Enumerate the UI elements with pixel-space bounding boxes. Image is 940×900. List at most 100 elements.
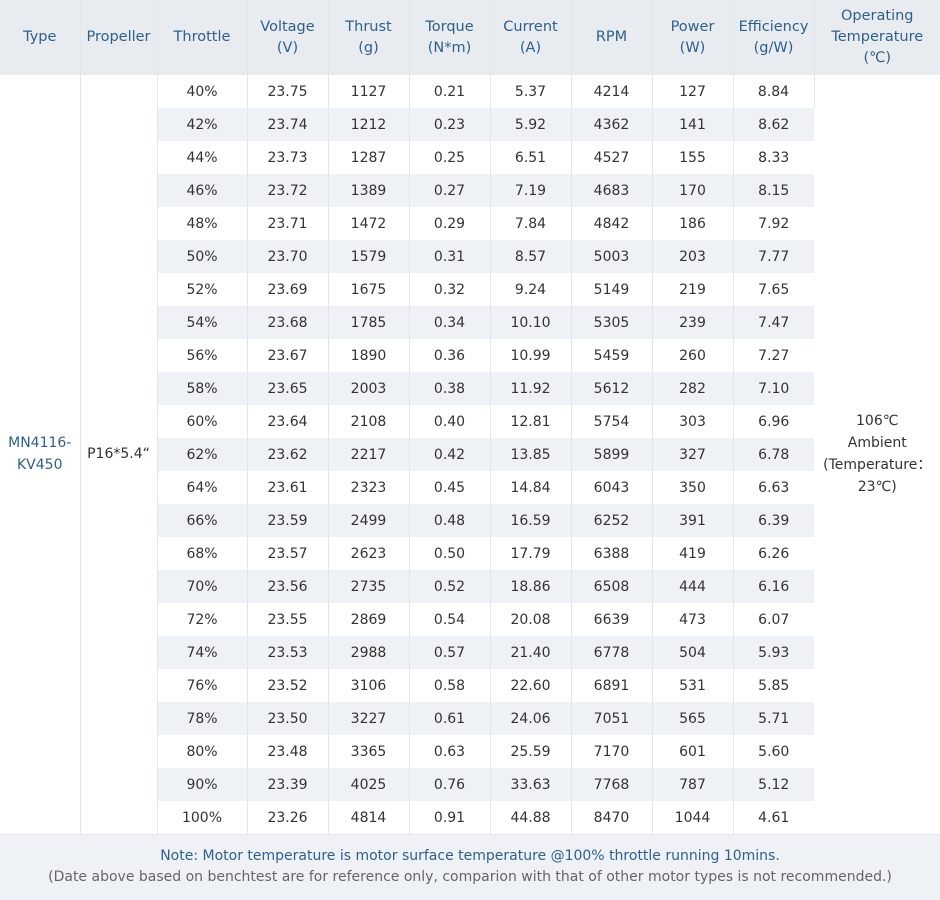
cell-torque: 0.29 bbox=[409, 207, 490, 240]
cell-thrust: 1287 bbox=[328, 141, 409, 174]
cell-efficiency: 7.77 bbox=[733, 240, 814, 273]
column-header-power: Power(W) bbox=[652, 0, 733, 75]
cell-voltage: 23.69 bbox=[247, 273, 328, 306]
cell-torque: 0.76 bbox=[409, 768, 490, 801]
cell-power: 504 bbox=[652, 636, 733, 669]
operating-temperature-line: (Temperature： bbox=[815, 454, 940, 476]
cell-current: 21.40 bbox=[490, 636, 571, 669]
cell-torque: 0.52 bbox=[409, 570, 490, 603]
cell-throttle: 40% bbox=[157, 75, 247, 108]
cell-current: 13.85 bbox=[490, 438, 571, 471]
cell-throttle: 44% bbox=[157, 141, 247, 174]
cell-rpm: 6388 bbox=[571, 537, 652, 570]
cell-torque: 0.48 bbox=[409, 504, 490, 537]
cell-throttle: 56% bbox=[157, 339, 247, 372]
column-header-thrust: Thrust(g) bbox=[328, 0, 409, 75]
cell-power: 601 bbox=[652, 735, 733, 768]
cell-power: 473 bbox=[652, 603, 733, 636]
cell-voltage: 23.71 bbox=[247, 207, 328, 240]
column-header-line: Throttle bbox=[158, 27, 247, 48]
cell-thrust: 1579 bbox=[328, 240, 409, 273]
cell-torque: 0.31 bbox=[409, 240, 490, 273]
column-header-voltage: Voltage(V) bbox=[247, 0, 328, 75]
cell-current: 9.24 bbox=[490, 273, 571, 306]
cell-rpm: 4683 bbox=[571, 174, 652, 207]
column-header-torque: Torque(N*m) bbox=[409, 0, 490, 75]
cell-rpm: 5612 bbox=[571, 372, 652, 405]
cell-voltage: 23.39 bbox=[247, 768, 328, 801]
column-header-line: Type bbox=[0, 27, 80, 48]
cell-current: 10.10 bbox=[490, 306, 571, 339]
cell-voltage: 23.65 bbox=[247, 372, 328, 405]
column-header-line: Current bbox=[491, 17, 571, 38]
cell-current: 7.19 bbox=[490, 174, 571, 207]
operating-temperature-line: Ambient bbox=[815, 432, 940, 454]
cell-current: 33.63 bbox=[490, 768, 571, 801]
cell-voltage: 23.26 bbox=[247, 801, 328, 834]
cell-rpm: 7170 bbox=[571, 735, 652, 768]
cell-torque: 0.63 bbox=[409, 735, 490, 768]
cell-current: 24.06 bbox=[490, 702, 571, 735]
cell-thrust: 1389 bbox=[328, 174, 409, 207]
cell-torque: 0.23 bbox=[409, 108, 490, 141]
cell-efficiency: 6.78 bbox=[733, 438, 814, 471]
cell-voltage: 23.72 bbox=[247, 174, 328, 207]
cell-rpm: 6891 bbox=[571, 669, 652, 702]
column-header-line: (℃) bbox=[815, 48, 940, 69]
cell-throttle: 68% bbox=[157, 537, 247, 570]
cell-power: 203 bbox=[652, 240, 733, 273]
column-header-line: Operating bbox=[815, 6, 940, 27]
cell-torque: 0.40 bbox=[409, 405, 490, 438]
cell-throttle: 74% bbox=[157, 636, 247, 669]
column-header-propeller: Propeller bbox=[80, 0, 157, 75]
cell-power: 391 bbox=[652, 504, 733, 537]
column-header-line: Thrust bbox=[329, 17, 409, 38]
cell-rpm: 8470 bbox=[571, 801, 652, 834]
cell-rpm: 4842 bbox=[571, 207, 652, 240]
cell-thrust: 1890 bbox=[328, 339, 409, 372]
cell-efficiency: 5.60 bbox=[733, 735, 814, 768]
cell-current: 17.79 bbox=[490, 537, 571, 570]
propeller-cell: P16*5.4“ bbox=[80, 75, 157, 834]
cell-efficiency: 7.47 bbox=[733, 306, 814, 339]
cell-rpm: 4214 bbox=[571, 75, 652, 108]
cell-thrust: 1472 bbox=[328, 207, 409, 240]
cell-throttle: 60% bbox=[157, 405, 247, 438]
cell-thrust: 4814 bbox=[328, 801, 409, 834]
column-header-line: (W) bbox=[653, 38, 733, 59]
cell-torque: 0.25 bbox=[409, 141, 490, 174]
cell-power: 531 bbox=[652, 669, 733, 702]
cell-thrust: 3227 bbox=[328, 702, 409, 735]
cell-torque: 0.57 bbox=[409, 636, 490, 669]
cell-power: 565 bbox=[652, 702, 733, 735]
cell-torque: 0.38 bbox=[409, 372, 490, 405]
cell-thrust: 4025 bbox=[328, 768, 409, 801]
column-header-line: Propeller bbox=[81, 27, 157, 48]
cell-voltage: 23.75 bbox=[247, 75, 328, 108]
cell-current: 5.37 bbox=[490, 75, 571, 108]
cell-power: 303 bbox=[652, 405, 733, 438]
cell-torque: 0.27 bbox=[409, 174, 490, 207]
cell-efficiency: 6.07 bbox=[733, 603, 814, 636]
cell-voltage: 23.59 bbox=[247, 504, 328, 537]
cell-voltage: 23.52 bbox=[247, 669, 328, 702]
column-header-line: Torque bbox=[410, 17, 490, 38]
cell-current: 20.08 bbox=[490, 603, 571, 636]
cell-efficiency: 5.85 bbox=[733, 669, 814, 702]
cell-torque: 0.54 bbox=[409, 603, 490, 636]
cell-rpm: 5459 bbox=[571, 339, 652, 372]
cell-efficiency: 6.96 bbox=[733, 405, 814, 438]
column-header-line: (N*m) bbox=[410, 38, 490, 59]
cell-thrust: 3365 bbox=[328, 735, 409, 768]
cell-efficiency: 6.63 bbox=[733, 471, 814, 504]
column-header-line: Temperature bbox=[815, 27, 940, 48]
cell-power: 186 bbox=[652, 207, 733, 240]
cell-efficiency: 5.71 bbox=[733, 702, 814, 735]
cell-thrust: 2323 bbox=[328, 471, 409, 504]
cell-thrust: 3106 bbox=[328, 669, 409, 702]
cell-torque: 0.91 bbox=[409, 801, 490, 834]
